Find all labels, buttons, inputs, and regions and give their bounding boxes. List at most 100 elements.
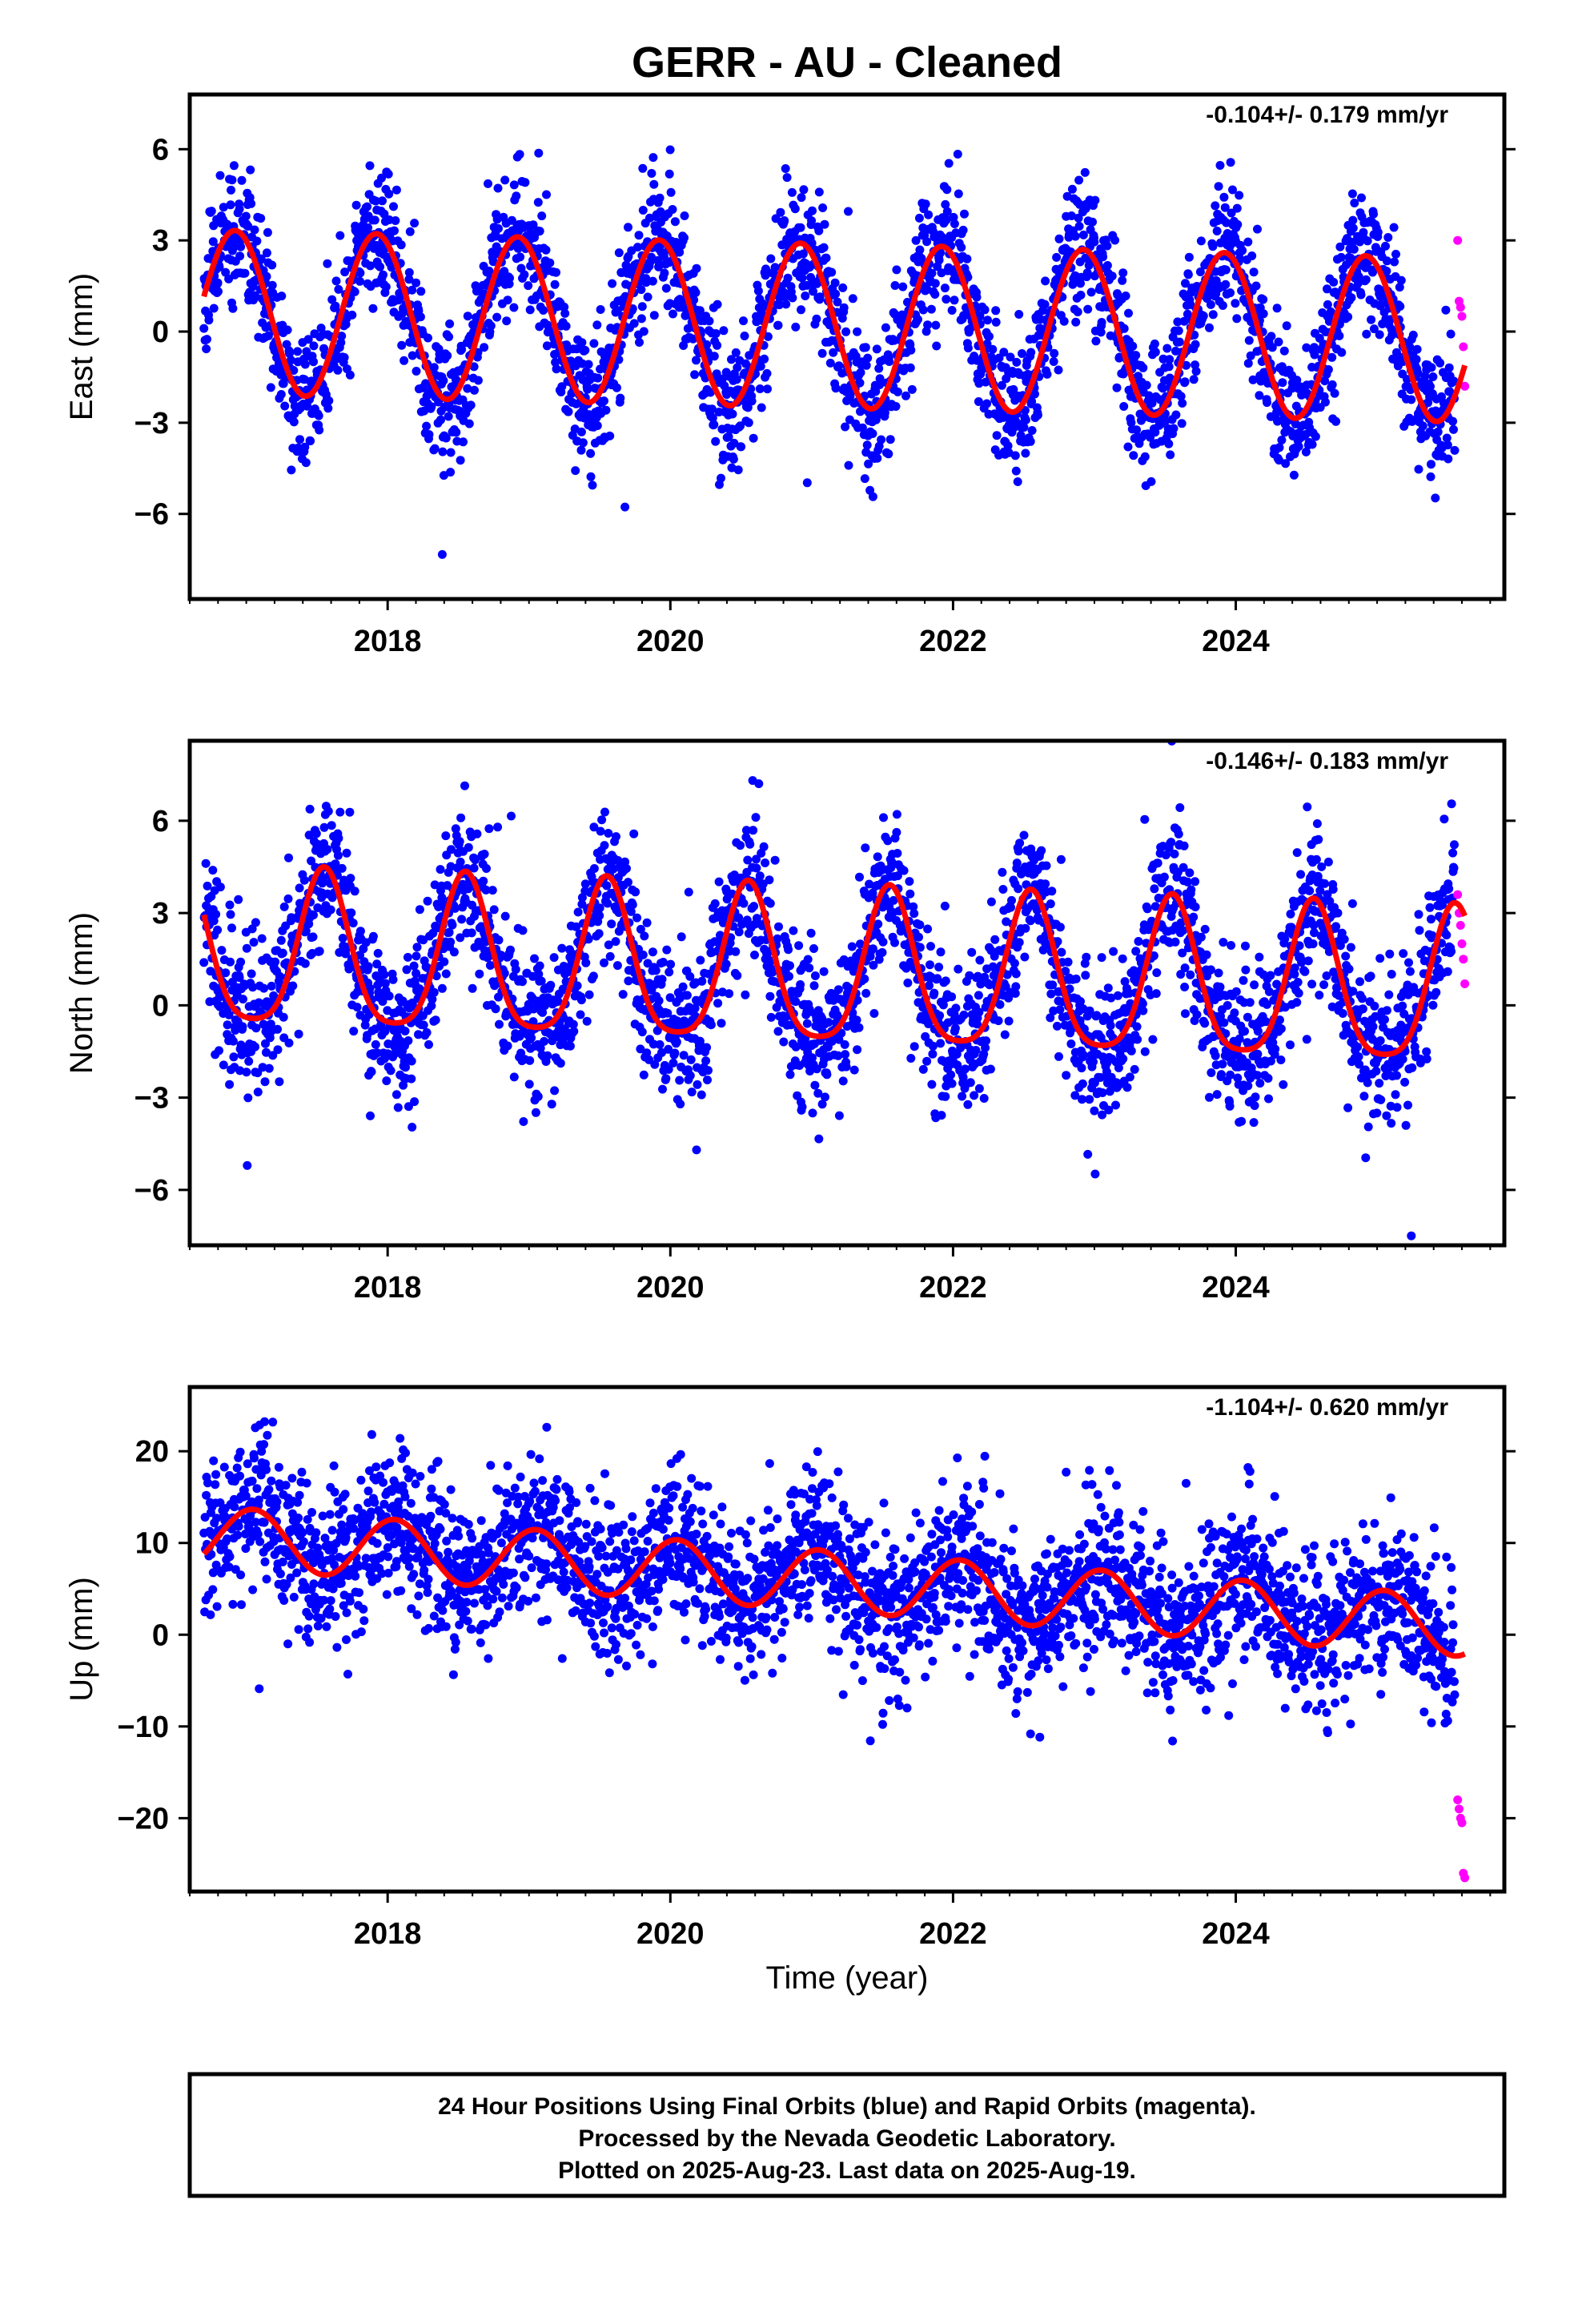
final-orbit-point bbox=[675, 247, 685, 257]
final-orbit-point bbox=[1369, 209, 1378, 219]
final-orbit-point bbox=[276, 390, 286, 399]
final-orbit-point bbox=[690, 1003, 700, 1013]
final-orbit-point bbox=[404, 1102, 413, 1112]
final-orbit-point bbox=[942, 295, 951, 304]
final-orbit-point bbox=[739, 316, 748, 326]
final-orbit-point bbox=[998, 867, 1007, 877]
final-orbit-point bbox=[988, 344, 998, 354]
final-orbit-point bbox=[733, 971, 742, 980]
final-orbit-point bbox=[576, 995, 586, 1005]
final-orbit-point bbox=[275, 971, 284, 981]
final-orbit-point bbox=[1142, 380, 1151, 390]
final-orbit-point bbox=[1243, 359, 1253, 368]
final-orbit-point bbox=[905, 877, 914, 887]
final-orbit-point bbox=[1337, 348, 1347, 357]
x-tick-label: 2024 bbox=[1202, 625, 1270, 658]
final-orbit-point bbox=[841, 1050, 850, 1059]
final-orbit-point bbox=[1146, 476, 1156, 486]
final-orbit-point bbox=[796, 980, 805, 989]
final-orbit-point bbox=[479, 876, 488, 886]
final-orbit-point bbox=[327, 821, 336, 830]
final-orbit-point bbox=[405, 227, 415, 236]
final-orbit-point bbox=[1335, 320, 1344, 329]
final-orbit-point bbox=[926, 960, 934, 970]
final-orbit-point bbox=[440, 957, 449, 967]
final-orbit-point bbox=[234, 895, 243, 904]
final-orbit-point bbox=[419, 1020, 428, 1030]
final-orbit-point bbox=[223, 1020, 232, 1030]
final-orbit-point bbox=[682, 991, 692, 1000]
final-orbit-point bbox=[1040, 300, 1050, 309]
final-orbit-point bbox=[657, 1047, 666, 1057]
final-orbit-point bbox=[986, 1064, 995, 1074]
final-orbit-point bbox=[1007, 895, 1016, 905]
final-orbit-point bbox=[323, 259, 332, 268]
final-orbit-point bbox=[1011, 466, 1021, 476]
final-orbit-point bbox=[1327, 380, 1337, 389]
final-orbit-point bbox=[1363, 236, 1372, 246]
final-orbit-point bbox=[444, 927, 454, 937]
final-orbit-point bbox=[267, 260, 277, 270]
final-orbit-point bbox=[391, 1048, 400, 1058]
final-orbit-point bbox=[424, 333, 432, 343]
final-orbit-point bbox=[844, 207, 853, 216]
final-orbit-point bbox=[261, 1039, 270, 1048]
final-orbit-point bbox=[236, 242, 246, 251]
final-orbit-point bbox=[1214, 182, 1223, 191]
final-orbit-point bbox=[734, 927, 744, 937]
final-orbit-point bbox=[622, 864, 631, 873]
final-orbit-point bbox=[1368, 267, 1377, 277]
final-orbit-point bbox=[589, 864, 599, 873]
final-orbit-point bbox=[1096, 328, 1106, 337]
final-orbit-point bbox=[201, 858, 211, 868]
final-orbit-point bbox=[833, 1051, 843, 1060]
final-orbit-point bbox=[749, 433, 758, 443]
final-orbit-point bbox=[941, 199, 950, 209]
final-orbit-point bbox=[1132, 425, 1142, 435]
final-orbit-point bbox=[227, 185, 235, 195]
final-orbit-point bbox=[1037, 846, 1046, 855]
final-orbit-point bbox=[639, 327, 648, 336]
final-orbit-point bbox=[215, 171, 225, 180]
final-orbit-point bbox=[600, 841, 609, 850]
final-orbit-point bbox=[1220, 203, 1230, 212]
final-orbit-point bbox=[1443, 440, 1452, 450]
final-orbit-point bbox=[657, 975, 667, 984]
final-orbit-point bbox=[397, 340, 407, 350]
final-orbit-point bbox=[1349, 244, 1359, 254]
final-orbit-point bbox=[469, 362, 479, 372]
final-orbit-point bbox=[680, 233, 689, 243]
final-orbit-point bbox=[613, 856, 623, 865]
final-orbit-point bbox=[707, 404, 717, 414]
final-orbit-point bbox=[1021, 415, 1030, 424]
final-orbit-point bbox=[668, 205, 677, 214]
final-orbit-point bbox=[535, 961, 544, 971]
final-orbit-point bbox=[790, 204, 800, 214]
final-orbit-point bbox=[1173, 317, 1182, 327]
final-orbit-point bbox=[905, 889, 915, 899]
final-orbit-point bbox=[639, 1070, 648, 1080]
final-orbit-point bbox=[485, 961, 495, 970]
final-orbit-point bbox=[861, 343, 870, 352]
final-orbit-point bbox=[717, 374, 727, 384]
final-orbit-point bbox=[1016, 431, 1026, 440]
final-orbit-point bbox=[983, 316, 992, 325]
final-orbit-point bbox=[455, 837, 464, 846]
final-orbit-point bbox=[801, 292, 810, 300]
final-orbit-point bbox=[892, 265, 901, 275]
final-orbit-point bbox=[1070, 231, 1080, 241]
final-orbit-point bbox=[1066, 211, 1076, 220]
final-orbit-point bbox=[1411, 355, 1421, 364]
final-orbit-point bbox=[349, 1027, 359, 1036]
final-orbit-point bbox=[464, 842, 473, 852]
final-orbit-point bbox=[267, 280, 277, 290]
final-orbit-point bbox=[849, 967, 858, 976]
final-orbit-point bbox=[780, 216, 789, 225]
final-orbit-point bbox=[552, 267, 560, 277]
final-orbit-point bbox=[309, 341, 319, 351]
final-orbit-point bbox=[949, 212, 958, 222]
final-orbit-point bbox=[899, 866, 909, 875]
final-orbit-point bbox=[600, 396, 608, 406]
final-orbit-point bbox=[484, 179, 492, 188]
final-orbit-point bbox=[285, 348, 294, 358]
